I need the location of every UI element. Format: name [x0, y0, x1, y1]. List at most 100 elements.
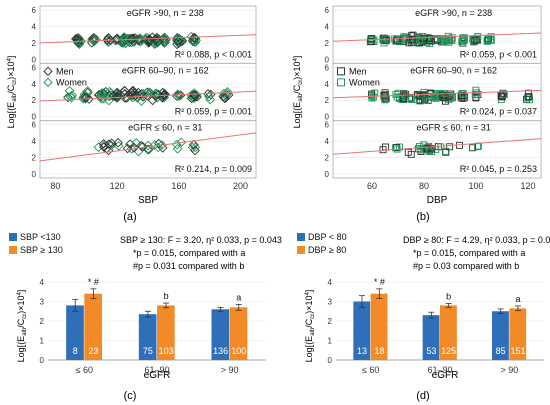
y-tick-label: 0 [32, 113, 37, 122]
scatter-point [382, 37, 390, 45]
y-tick-label: 4 [325, 137, 330, 146]
y-tick-label: 1 [40, 337, 45, 346]
x-tick-label: ≤ 60 [76, 365, 93, 375]
scatter-point [145, 87, 155, 98]
bar-n-label: 53 [426, 346, 436, 356]
bar [509, 308, 527, 360]
legend-label: Women [349, 77, 380, 87]
scatter-point [97, 88, 107, 98]
subpanel-label: eGFR 60–90, n = 162 [122, 65, 209, 75]
x-tick-label: > 90 [500, 365, 518, 375]
subpanel-label: eGFR ≤ 60, n = 31 [417, 123, 491, 133]
scatter-point [143, 140, 153, 151]
scatter-point [189, 32, 199, 43]
bar [138, 314, 157, 360]
scatter-point [474, 33, 482, 40]
scatter-point [136, 140, 146, 151]
trend-line [39, 34, 257, 44]
x-tick-label: > 90 [221, 365, 239, 375]
scatter-point [205, 94, 215, 105]
scatter-point [131, 138, 142, 148]
scatter-point [136, 89, 147, 99]
trend-line [39, 132, 257, 162]
scatter-point [472, 86, 480, 94]
subpanel-stats: R² 0.045, p = 0.253 [460, 164, 537, 174]
x-tick-label: ≤ 60 [362, 365, 379, 375]
scatter-point [73, 33, 84, 43]
legend-marker [337, 67, 345, 76]
scatter-point [137, 141, 148, 152]
scatter-point [441, 37, 449, 45]
x-axis-label-b: DBP [427, 195, 448, 206]
scatter-point [524, 89, 532, 97]
significance-mark: b [164, 291, 169, 301]
scatter-point [102, 35, 113, 45]
bar-n-label: 13 [357, 346, 367, 356]
annotation-d-1: DBP ≥ 80: F = 4.29, η² 0.033, p = 0.015 [403, 235, 550, 245]
y-tick-label: 2 [32, 154, 37, 163]
bar [353, 301, 371, 360]
significance-mark: a [515, 294, 520, 304]
y-tick-label: 6 [325, 63, 330, 72]
y-tick-label: 1 [328, 337, 333, 346]
bar [229, 307, 248, 360]
y-tick-label: 0 [325, 170, 330, 179]
scatter-point [368, 90, 376, 98]
x-tick-label: 60 [367, 181, 377, 191]
y-tick-label: 4 [32, 22, 37, 31]
scatter-point [471, 91, 479, 98]
scatter-point [442, 148, 450, 156]
scatter-point [147, 95, 158, 106]
annotation-c-3: #p = 0.031 compared with b [133, 261, 244, 271]
x-tick-label: 61–90 [427, 365, 452, 375]
significance-mark: * # [88, 277, 99, 287]
x-tick-label: 160 [171, 181, 186, 191]
x-tick-label: 100 [468, 181, 483, 191]
scatter-point [111, 34, 122, 45]
scatter-point [367, 35, 375, 43]
bar-n-label: 125 [441, 346, 456, 356]
legend-swatch [297, 233, 305, 241]
subpanel-stats: R² 0.024, p = 0.037 [460, 107, 537, 117]
x-axis-label-a: SBP [138, 195, 158, 206]
scatter-point [153, 138, 164, 149]
scatter-point [126, 143, 137, 154]
significance-mark: * # [374, 277, 385, 287]
scatter-point [63, 92, 73, 103]
scatter-point [150, 88, 161, 99]
bar-n-label: 103 [159, 346, 174, 356]
y-tick-label: 0 [325, 113, 330, 122]
legend-marker [43, 66, 53, 77]
scatter-point [157, 87, 168, 98]
scatter-point [112, 87, 123, 98]
scatter-point [441, 94, 449, 101]
scatter-point [461, 93, 469, 101]
scatter-point [142, 144, 153, 155]
scatter-point [398, 96, 406, 104]
bar [84, 293, 102, 360]
y-tick-label: 0 [32, 170, 37, 179]
scatter-point [190, 142, 201, 153]
scatter-point [222, 86, 233, 97]
bar-n-label: 151 [510, 346, 525, 356]
bar [440, 305, 457, 360]
scatter-point [113, 91, 123, 102]
bar-n-label: 23 [88, 346, 98, 356]
bar-n-label: 136 [213, 346, 228, 356]
x-tick-label: 120 [110, 181, 125, 191]
scatter-point [447, 94, 455, 102]
bar [211, 309, 230, 360]
y-tick-label: 2 [32, 96, 37, 105]
scatter-point [128, 85, 138, 96]
legend-swatch [9, 233, 17, 241]
legend-swatch [9, 246, 17, 254]
scatter-point [104, 95, 114, 106]
bar [66, 305, 84, 360]
scatter-point [106, 138, 117, 149]
legend-label: Men [56, 66, 74, 76]
legend-swatch [297, 246, 305, 254]
bar-n-label: 8 [73, 346, 78, 356]
scatter-point [396, 35, 404, 43]
scatter-point [126, 34, 137, 45]
